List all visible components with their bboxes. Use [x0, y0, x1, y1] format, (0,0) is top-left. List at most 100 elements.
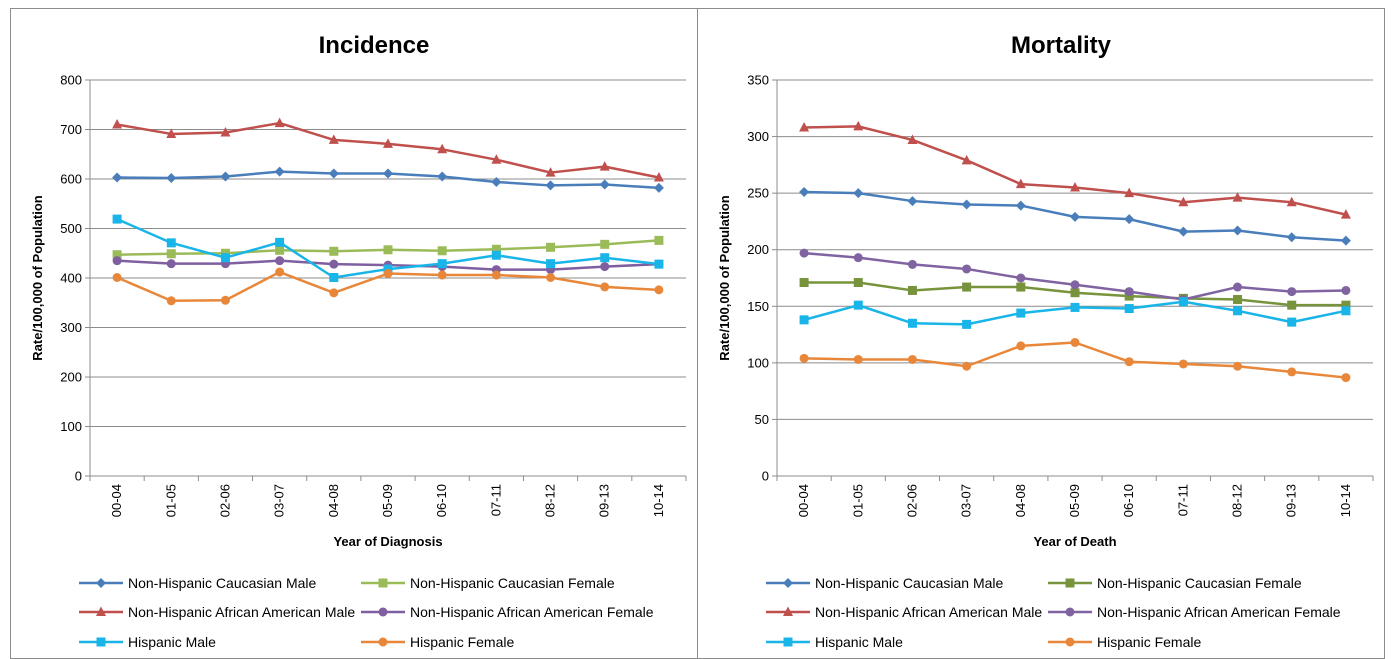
chart1-series-non-hispanic-caucasian-female-point — [1124, 291, 1134, 301]
chart0-series-non-hispanic-caucasian-female-point — [546, 242, 556, 252]
chart0-series-hispanic-female — [112, 267, 664, 306]
chart0-series-non-hispanic-african-american-male-point — [545, 167, 556, 177]
chart1-series-hispanic-male-point — [1341, 306, 1351, 316]
chart0-series-non-hispanic-caucasian-female-point — [329, 246, 339, 256]
chart1-legend-label: Non-Hispanic African American Female — [1097, 604, 1341, 620]
chart1-x-tick-label: 04-08 — [1013, 484, 1028, 517]
chart1-series-non-hispanic-caucasian-male-point — [853, 188, 864, 199]
chart1-series-non-hispanic-caucasian-male-point — [1178, 226, 1189, 237]
chart1-y-tick-label: 50 — [755, 412, 769, 427]
chart0-legend-item-non-hispanic-caucasian-male: Non-Hispanic Caucasian Male — [79, 575, 317, 591]
chart1-series-non-hispanic-african-american-female-point — [907, 259, 917, 269]
chart0-series-non-hispanic-african-american-female-point — [275, 256, 285, 266]
chart0-series-hispanic-female-point — [329, 288, 339, 298]
chart1-series-hispanic-female-point — [1233, 361, 1243, 371]
chart1-series-non-hispanic-african-american-female-point — [1287, 287, 1297, 297]
chart1-legend-marker — [1065, 578, 1075, 588]
chart1-series-hispanic-male-point — [962, 319, 972, 329]
chart0-series-non-hispanic-caucasian-male-point — [437, 171, 448, 182]
chart1-series-non-hispanic-caucasian-male-point — [907, 196, 918, 207]
chart1-series-hispanic-male — [799, 297, 1351, 329]
chart0-legend-marker — [96, 606, 106, 616]
chart1-series-non-hispanic-caucasian-female-point — [1233, 294, 1243, 304]
chart0-y-tick-label: 700 — [60, 122, 82, 137]
chart1-series-non-hispanic-african-american-male-point — [1070, 181, 1080, 192]
chart0-series-non-hispanic-caucasian-female-point — [654, 235, 664, 245]
chart1-series-hispanic-female-point — [1178, 359, 1188, 369]
chart1-series-non-hispanic-caucasian-female-point — [1016, 282, 1026, 292]
chart0-series-hispanic-male-point — [275, 237, 285, 247]
chart1-series-non-hispanic-caucasian-male-point — [1124, 214, 1135, 225]
chart0-series-non-hispanic-caucasian-female-point — [166, 249, 176, 259]
chart0-x-tick-label: 10-14 — [651, 484, 666, 517]
chart0-series-hispanic-male-point — [166, 238, 176, 248]
chart1-series-non-hispanic-african-american-male — [799, 120, 1351, 219]
chart1-series-non-hispanic-african-american-female-point — [1016, 273, 1026, 283]
chart1-series-hispanic-female-point — [1016, 341, 1026, 351]
chart1-series-non-hispanic-african-american-female-point — [799, 248, 809, 258]
chart1-x-tick-label: 08-12 — [1230, 484, 1245, 517]
chart1-legend-marker — [1065, 637, 1075, 647]
chart0-legend-label: Non-Hispanic African American Female — [410, 604, 654, 620]
chart1-y-tick-label: 350 — [747, 73, 769, 88]
chart0-legend-marker — [378, 607, 388, 617]
chart0-series-non-hispanic-african-american-male-point — [437, 143, 448, 154]
chart1-series-non-hispanic-african-american-male-point — [1178, 196, 1189, 207]
chart1-series-non-hispanic-african-american-male-point — [1340, 209, 1351, 219]
chart1-series-non-hispanic-caucasian-female-point — [799, 278, 809, 288]
chart1-x-tick-label: 01-05 — [850, 484, 865, 517]
chart0-y-tick-label: 600 — [60, 172, 82, 187]
chart1-legend-marker — [783, 578, 793, 588]
chart0-legend-label: Hispanic Female — [410, 634, 514, 650]
incidence-chart: Incidence 0 100 200 300 400 500 600 700 800 00-04 0… — [30, 32, 687, 650]
chart1-series-hispanic-female-point — [1070, 337, 1080, 347]
chart1-series-non-hispanic-african-american-male-point — [907, 134, 918, 144]
chart0-series-non-hispanic-african-american-male-point — [220, 126, 231, 137]
chart1-legend-item-non-hispanic-african-american-male: Non-Hispanic African American Male — [766, 604, 1042, 620]
chart1-y-tick-label: 0 — [762, 469, 769, 484]
chart0-series-non-hispanic-african-american-male — [112, 117, 664, 182]
chart1-series-non-hispanic-caucasian-female-point — [1287, 300, 1297, 310]
chart0-x-tick-label: 05-09 — [380, 484, 395, 517]
chart1-legend-item-hispanic-female: Hispanic Female — [1048, 634, 1201, 650]
chart1-series-non-hispanic-caucasian-male-point — [1070, 211, 1080, 222]
chart1-x-tick-label: 02-06 — [904, 484, 919, 517]
chart1-title: Mortality — [1011, 32, 1112, 59]
chart0-series-non-hispanic-caucasian-male-point — [112, 172, 123, 183]
mortality-chart-panel: Mortality 0 50 100 150 200 250 300 350 00-04 01-05… — [697, 8, 1385, 659]
chart0-series-non-hispanic-african-american-male-point — [112, 119, 123, 129]
chart0-series-non-hispanic-african-american-male-point — [166, 128, 177, 138]
chart0-series-non-hispanic-caucasian-male-point — [328, 168, 339, 179]
chart0-y-tick-label: 300 — [60, 320, 82, 335]
chart1-series-non-hispanic-caucasian-female-point — [1070, 288, 1080, 298]
chart1-series-non-hispanic-caucasian-female — [799, 278, 1351, 310]
chart1-series-hispanic-male-point — [1070, 302, 1080, 312]
chart0-series-non-hispanic-caucasian-female-point — [275, 245, 285, 255]
chart1-legend-item-non-hispanic-caucasian-female: Non-Hispanic Caucasian Female — [1048, 575, 1302, 591]
chart1-y-tick-label: 200 — [747, 242, 769, 257]
chart0-series-hispanic-male-point — [491, 250, 501, 260]
chart0-legend-label: Hispanic Male — [128, 634, 216, 650]
mortality-chart: Mortality 0 50 100 150 200 250 300 350 00-04 01-05… — [717, 32, 1374, 650]
chart1-series-non-hispanic-african-american-male-point — [1286, 196, 1297, 207]
chart1-y-tick-label: 100 — [747, 355, 769, 370]
chart0-series-non-hispanic-caucasian-female-point — [437, 246, 447, 256]
chart1-x-tick-label: 09-13 — [1284, 484, 1299, 517]
chart0-series-non-hispanic-african-american-female-point — [600, 262, 610, 272]
chart0-series-hispanic-female-point — [383, 269, 393, 279]
chart1-x-tick-label: 05-09 — [1067, 484, 1082, 517]
chart1-series-non-hispanic-african-american-male-point — [853, 120, 864, 131]
chart1-legend-item-hispanic-male: Hispanic Male — [766, 634, 903, 650]
chart1-legend-label: Non-Hispanic Caucasian Male — [815, 575, 1004, 591]
chart0-legend-marker — [378, 637, 388, 647]
chart0-x-tick-label: 04-08 — [326, 484, 341, 517]
chart0-x-tick-label: 07-11 — [488, 484, 503, 516]
chart0-series-hispanic-female-point — [437, 270, 447, 280]
chart0-series-non-hispanic-caucasian-male — [112, 166, 664, 193]
chart0-series-hispanic-female-point — [491, 270, 501, 280]
chart0-series-hispanic-male-point — [112, 214, 122, 224]
chart0-series-non-hispanic-caucasian-female-point — [491, 244, 501, 254]
chart0-y-tick-label: 800 — [60, 73, 82, 88]
chart1-series-hispanic-female-point — [962, 361, 972, 371]
